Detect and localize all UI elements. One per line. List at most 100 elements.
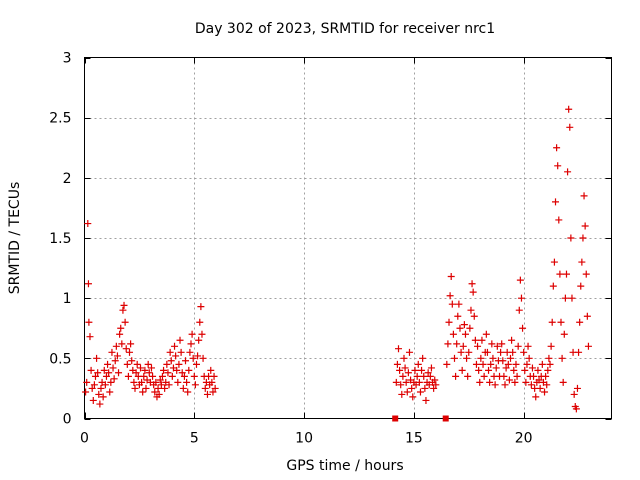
data-point <box>562 270 570 278</box>
data-point <box>96 400 104 408</box>
data-point <box>86 333 94 341</box>
data-point <box>491 381 499 389</box>
data-point <box>398 390 406 398</box>
data-point <box>107 378 115 386</box>
y-axis-label: SRMTID / TECUs <box>7 182 23 295</box>
data-point <box>173 366 181 374</box>
data-point <box>505 376 513 384</box>
data-point <box>508 336 516 344</box>
data-point <box>116 330 124 338</box>
data-point <box>565 105 573 113</box>
data-point <box>172 352 180 360</box>
data-point <box>171 342 179 350</box>
data-point <box>166 348 174 356</box>
data-point <box>182 357 190 365</box>
data-point <box>582 270 590 278</box>
data-point <box>397 381 405 389</box>
data-point <box>411 366 419 374</box>
data-point <box>192 360 200 368</box>
data-point <box>543 381 551 389</box>
data-point <box>422 396 430 404</box>
data-point <box>457 348 465 356</box>
data-point <box>418 366 426 374</box>
data-point <box>176 336 184 344</box>
data-point <box>100 366 108 374</box>
y-tick-label: 0.5 <box>49 351 71 367</box>
data-point <box>579 234 587 242</box>
data-point <box>108 348 116 356</box>
data-point <box>548 318 556 326</box>
x-tick-label: 20 <box>515 431 533 447</box>
data-point <box>89 396 97 404</box>
data-point <box>480 372 488 380</box>
data-point <box>392 378 400 386</box>
data-point <box>541 388 549 396</box>
data-point <box>444 340 452 348</box>
data-point <box>139 388 147 396</box>
data-point <box>534 366 542 374</box>
data-point <box>519 324 527 332</box>
data-point <box>520 348 528 356</box>
data-point <box>552 198 560 206</box>
data-point <box>117 324 125 332</box>
data-point <box>530 372 538 380</box>
data-point <box>127 340 135 348</box>
data-point <box>528 364 536 372</box>
data-point <box>500 372 508 380</box>
data-point <box>432 381 440 389</box>
data-point <box>570 390 578 398</box>
data-point <box>191 381 199 389</box>
data-point <box>126 348 134 356</box>
data-point <box>549 282 557 290</box>
data-point <box>584 342 592 350</box>
data-point <box>88 384 96 392</box>
data-point <box>203 390 211 398</box>
data-point <box>408 384 416 392</box>
data-point <box>470 312 478 320</box>
data-point <box>185 366 193 374</box>
data-point <box>546 360 554 368</box>
data-point <box>561 294 569 302</box>
data-point <box>485 366 493 374</box>
data-point <box>132 369 140 377</box>
data-point <box>167 357 175 365</box>
data-point <box>469 288 477 296</box>
data-point <box>476 378 484 386</box>
data-point <box>128 357 136 365</box>
data-point <box>161 384 169 392</box>
data-point <box>550 258 558 266</box>
data-point <box>483 348 491 356</box>
data-point <box>568 294 576 302</box>
data-point <box>138 378 146 386</box>
data-point <box>188 330 196 338</box>
data-point <box>556 270 564 278</box>
data-point <box>427 364 435 372</box>
data-point <box>445 318 453 326</box>
data-point <box>104 360 112 368</box>
data-point <box>477 354 485 362</box>
data-point <box>527 381 535 389</box>
data-point <box>455 300 463 308</box>
data-point <box>164 369 172 377</box>
data-point <box>175 360 183 368</box>
data-point <box>101 381 109 389</box>
data-point <box>83 378 91 386</box>
data-point <box>517 294 525 302</box>
data-point <box>186 348 194 356</box>
data-point <box>536 384 544 392</box>
data-point <box>112 342 120 350</box>
data-point <box>105 369 113 377</box>
y-tick-label: 3 <box>63 51 72 67</box>
data-point <box>403 388 411 396</box>
data-point <box>553 144 561 152</box>
data-point <box>163 360 171 368</box>
data-point <box>566 123 574 131</box>
data-point <box>82 388 90 396</box>
data-point <box>448 300 456 308</box>
data-point <box>106 388 114 396</box>
data-point <box>209 388 217 396</box>
data-point <box>120 301 128 309</box>
data-point <box>144 360 152 368</box>
